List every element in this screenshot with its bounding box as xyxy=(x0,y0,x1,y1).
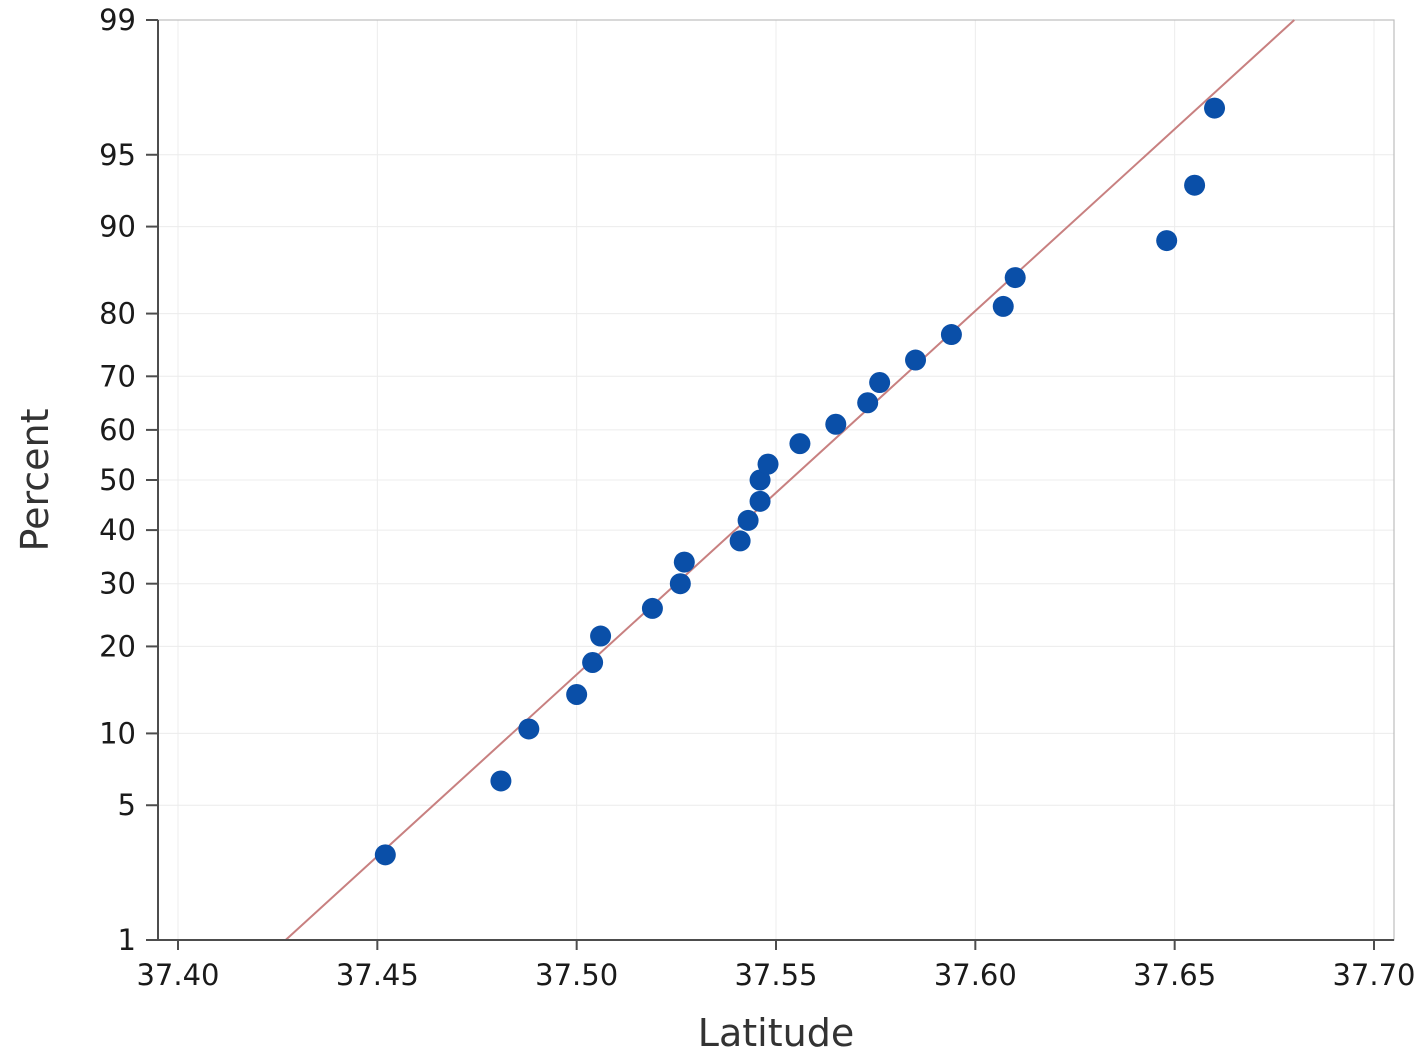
y-tick-label: 40 xyxy=(99,513,136,547)
data-point xyxy=(749,469,771,491)
data-point xyxy=(641,597,663,619)
data-point xyxy=(992,295,1014,317)
y-tick-label: 20 xyxy=(99,629,136,663)
data-point xyxy=(789,433,811,455)
x-axis-title: Latitude xyxy=(698,1011,854,1054)
data-point xyxy=(673,551,695,573)
axes xyxy=(146,19,1394,950)
y-tick-label: 30 xyxy=(99,567,136,601)
data-point xyxy=(582,652,604,674)
y-tick-label: 80 xyxy=(99,297,136,331)
y-axis-title: Percent xyxy=(13,409,57,552)
data-point xyxy=(490,770,512,792)
y-tick-label: 90 xyxy=(99,210,136,244)
y-tick-label: 60 xyxy=(99,413,136,447)
data-point xyxy=(1204,97,1226,119)
data-point xyxy=(729,530,751,552)
x-tick-label: 37.70 xyxy=(1332,958,1415,992)
data-point xyxy=(749,490,771,512)
data-point xyxy=(940,324,962,346)
y-tick-label: 1 xyxy=(118,923,136,957)
x-tick-label: 37.55 xyxy=(734,958,817,992)
x-tick-label: 37.50 xyxy=(535,958,618,992)
grid-lines xyxy=(158,19,1394,941)
y-tick-label: 70 xyxy=(99,359,136,393)
data-point xyxy=(374,844,396,866)
data-point xyxy=(590,625,612,647)
y-tick-label: 99 xyxy=(99,3,136,37)
y-tick-label: 5 xyxy=(118,788,136,822)
data-point xyxy=(737,509,759,531)
y-tick-label: 50 xyxy=(99,463,136,497)
data-point xyxy=(1156,230,1178,252)
data-point xyxy=(757,453,779,475)
data-point xyxy=(1184,174,1206,196)
data-point xyxy=(869,372,891,394)
x-tick-label: 37.65 xyxy=(1133,958,1216,992)
data-points xyxy=(374,97,1226,866)
data-point xyxy=(518,718,540,740)
data-point xyxy=(905,349,927,371)
data-point xyxy=(857,392,879,414)
x-tick-label: 37.45 xyxy=(336,958,419,992)
fit-line xyxy=(284,19,1295,941)
data-point xyxy=(825,413,847,435)
x-tick-label: 37.40 xyxy=(136,958,219,992)
data-point xyxy=(566,684,588,706)
y-tick-label: 10 xyxy=(99,716,136,750)
data-point xyxy=(669,573,691,595)
data-point xyxy=(1004,267,1026,289)
fit-line-group xyxy=(284,19,1295,941)
tick-labels: 37.40 37.45 37.50 37.55 37.60 37.65 37.70 1 5 10 2… xyxy=(99,3,1415,992)
y-tick-label: 95 xyxy=(99,138,136,172)
x-tick-label: 37.60 xyxy=(934,958,1017,992)
